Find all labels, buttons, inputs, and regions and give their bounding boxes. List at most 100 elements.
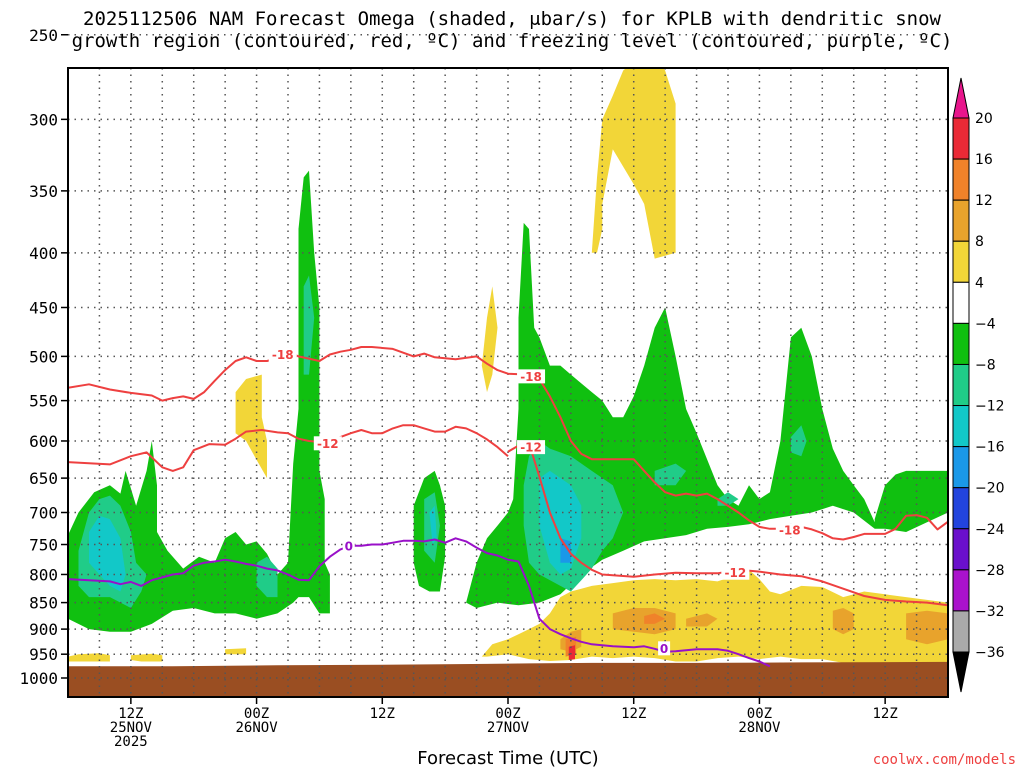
y-tick-label-650: 650 xyxy=(29,469,58,488)
y-tick-label-450: 450 xyxy=(29,298,58,317)
x-tick-label-30-0: 12Z xyxy=(370,706,395,722)
y-tick-label-950: 950 xyxy=(29,645,58,664)
colorbar-label-12: −32 xyxy=(975,604,1005,620)
colorbar-swatch-2 xyxy=(952,199,970,242)
omega-region-15 xyxy=(654,463,687,486)
colorbar-swatch-10 xyxy=(952,528,970,571)
credit-link[interactable]: coolwx.com/models xyxy=(873,752,1016,768)
omega-region-25 xyxy=(832,608,854,635)
omega-region-9 xyxy=(225,648,247,655)
omega-region-20 xyxy=(429,505,437,545)
contour-label-bg-6 xyxy=(342,538,355,553)
x-tick-label-18-0: 00Z xyxy=(244,706,269,722)
y-tick-label-900: 900 xyxy=(29,620,58,639)
colorbar-swatch-6 xyxy=(952,363,970,407)
y-axis: 250 300 350 400 450 500 550 600 650 700 750 800 850 9… xyxy=(19,26,68,688)
x-tick-label-6-2: 2025 xyxy=(114,734,148,750)
y-tick-label-500: 500 xyxy=(29,347,58,366)
colorbar-swatch-0 xyxy=(952,117,970,160)
x-tick-label-6-0: 12Z xyxy=(118,706,143,722)
contour-label-bg-7 xyxy=(658,641,671,656)
contour-label-6: 0 xyxy=(345,539,353,553)
y-tick-label-600: 600 xyxy=(29,432,58,451)
contour-label-0: -18 xyxy=(272,348,294,362)
colorbar-max-arrow xyxy=(952,77,970,119)
y-tick-label-1000: 1000 xyxy=(19,669,58,688)
colorbar-swatch-5 xyxy=(952,322,970,365)
contour-label-bg-3 xyxy=(517,440,546,455)
y-tick-label-700: 700 xyxy=(29,504,58,523)
omega-region-12 xyxy=(303,275,315,375)
omega-region-18 xyxy=(89,515,126,592)
y-tick-label-400: 400 xyxy=(29,244,58,263)
omega-region-8 xyxy=(130,653,163,662)
x-tick-label-42-0: 00Z xyxy=(495,706,520,722)
omega-region-0 xyxy=(68,170,330,632)
y-tick-label-250: 250 xyxy=(29,26,58,45)
colorbar-label-2: 12 xyxy=(975,193,993,209)
colorbar-label-7: −12 xyxy=(975,399,1005,415)
omega-region-3 xyxy=(235,374,267,479)
colorbar-swatch-8 xyxy=(952,446,970,489)
colorbar-label-0: 20 xyxy=(975,111,993,127)
y-tick-label-550: 550 xyxy=(29,392,58,411)
x-tick-label-66-1: 28NOV xyxy=(738,720,781,736)
colorbar-label-8: −16 xyxy=(975,440,1005,456)
title-line-1: 2025112506 NAM Forecast Omega (shaded, μ… xyxy=(83,8,941,30)
omega-shading xyxy=(68,68,948,668)
colorbar-label-1: 16 xyxy=(975,152,993,168)
colorbar-label-6: −8 xyxy=(975,357,996,373)
y-tick-label-300: 300 xyxy=(29,110,58,129)
contour-label-1: -12 xyxy=(317,437,339,451)
contour-labels: -18 -12 -18 -12 -18 -12 0 0 xyxy=(268,347,804,656)
contour-label-bg-5 xyxy=(721,565,750,580)
contour-label-2: -18 xyxy=(520,370,542,384)
omega-region-7 xyxy=(68,653,110,662)
contour-label-7: 0 xyxy=(660,642,668,656)
colorbar-swatch-4 xyxy=(952,281,970,324)
contour-label-bg-1 xyxy=(313,436,342,451)
y-tick-label-800: 800 xyxy=(29,565,58,584)
omega-region-16 xyxy=(790,425,807,457)
colorbar-label-11: −28 xyxy=(975,563,1005,579)
contour-label-3: -12 xyxy=(520,441,542,455)
omega-region-5 xyxy=(591,68,676,259)
contour-label-bg-0 xyxy=(268,347,297,362)
y-tick-label-350: 350 xyxy=(29,182,58,201)
contour-label-4: -18 xyxy=(779,524,801,538)
colorbar: 20 16 12 8 4 −4 −8 −12 −16 −20 −24 −28 −32 −36 xyxy=(952,77,1005,693)
x-tick-label-6-1: 25NOV xyxy=(110,720,153,736)
colorbar-label-10: −24 xyxy=(975,522,1005,538)
omega-region-27 xyxy=(644,613,666,624)
omega-region-23 xyxy=(612,608,676,635)
colorbar-label-9: −20 xyxy=(975,481,1005,497)
chart-title: 2025112506 NAM Forecast Omega (shaded, μ… xyxy=(0,8,1024,52)
omega-region-26 xyxy=(906,610,948,645)
colorbar-swatch-1 xyxy=(952,158,970,201)
contour-label-bg-2 xyxy=(517,369,546,384)
colorbar-label-13: −36 xyxy=(975,645,1005,661)
colorbar-swatch-9 xyxy=(952,487,970,530)
x-tick-label-42-1: 27NOV xyxy=(487,720,530,736)
colorbar-swatch-7 xyxy=(952,405,970,448)
colorbar-label-5: −4 xyxy=(975,316,996,332)
contour--12-1 xyxy=(507,442,948,607)
colorbar-label-3: 8 xyxy=(975,234,984,250)
omega-region-4 xyxy=(481,286,498,393)
y-tick-label-850: 850 xyxy=(29,594,58,613)
grid-lines xyxy=(68,34,948,697)
omega-region-29 xyxy=(568,645,575,660)
x-tick-label-78-0: 12Z xyxy=(872,706,897,722)
omega-region-24 xyxy=(686,613,718,627)
colorbar-min-arrow xyxy=(952,651,970,693)
y-tick-label-750: 750 xyxy=(29,536,58,555)
colorbar-label-4: 4 xyxy=(975,275,984,291)
contour-label-bg-4 xyxy=(775,523,804,538)
contour-label-5: -12 xyxy=(724,566,746,580)
colorbar-swatch-12 xyxy=(952,610,970,653)
x-tick-label-18-1: 26NOV xyxy=(235,720,278,736)
colorbar-swatch-11 xyxy=(952,569,970,612)
x-tick-label-54-0: 12Z xyxy=(621,706,646,722)
